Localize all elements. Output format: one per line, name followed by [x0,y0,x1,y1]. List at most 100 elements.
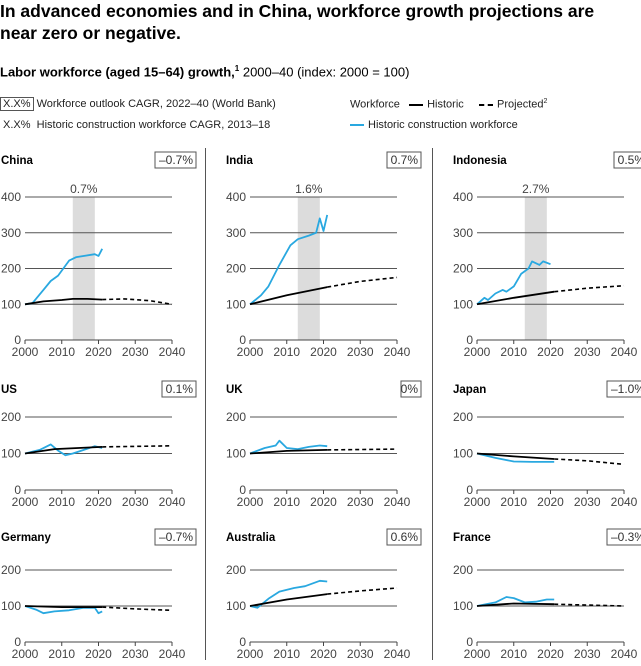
x-tick-label: 2030 [574,495,601,509]
y-tick-label: 100 [226,297,246,311]
y-tick-label: 100 [1,447,21,461]
construction-workforce-line [249,579,328,609]
outlook-badge-box [613,151,641,169]
projected-workforce-line [102,606,173,612]
chart-panel-us: US 0.1% 0 100 200 2000 2010 2020 2030 2040 [1,380,197,509]
x-tick-label: 2030 [574,647,601,661]
chart-panel-australia: Australia 0.6% 0 100 200 2000 2010 2020 2030 2040 [226,528,422,661]
x-tick-label: 2030 [122,647,149,661]
outlook-badge-box [154,528,197,546]
legend-historic: Historic [427,98,464,111]
x-tick-label: 2030 [574,345,601,359]
x-tick-label: 2030 [122,345,149,359]
historic-workforce-line [24,297,103,306]
x-tick-label: 2010 [48,345,75,359]
x-tick-label: 2040 [159,495,186,509]
x-tick-label: 2000 [464,647,491,661]
chart-panel-indonesia: Indonesia 0.5% 2.7% 0 100 200 300 400 2000 2010 20… [453,151,641,359]
x-tick-label: 2000 [12,647,39,661]
historic-workforce-line [476,452,555,460]
chart-panel-france: France –0.3% 0 100 200 2000 2010 2020 2030 2040 [453,528,641,661]
legend-box-sample: X.X% [0,97,34,111]
projected-workforce-line [327,587,398,595]
outlook-badge-box [606,380,641,398]
x-tick-label: 2000 [237,345,264,359]
projected-workforce-line [102,298,173,306]
y-tick-label: 0 [466,483,473,497]
outlook-badge: –0.7% [159,153,193,167]
chart-panel-uk: UK 0% 0 100 200 2000 2010 2020 2030 2040 [226,380,422,509]
column-divider [205,148,206,660]
y-tick-label: 100 [1,599,21,613]
y-tick-label: 0 [466,333,473,347]
projected-workforce-line [327,448,398,451]
y-tick-label: 400 [453,190,473,204]
x-tick-label: 2020 [310,495,337,509]
x-tick-label: 2040 [384,345,411,359]
panel-title: Germany [1,532,51,544]
legend-workforce: Workforce Historic Projected2 [350,98,547,111]
x-tick-label: 2010 [273,345,300,359]
panel-title: India [226,155,253,167]
construction-workforce-line [249,214,329,305]
legend-box-label: Workforce outlook CAGR, 2022–40 (World B… [36,98,276,110]
x-tick-label: 2000 [237,647,264,661]
x-tick-label: 2030 [347,345,374,359]
historic-workforce-line [249,449,328,455]
x-tick-label: 2020 [85,647,112,661]
outlook-badge: 0.7% [391,153,419,167]
historic-workforce-line [476,602,555,607]
x-tick-label: 2040 [611,647,638,661]
y-tick-label: 100 [453,599,473,613]
legend-workforce-label: Workforce [350,98,400,111]
y-tick-label: 0 [239,635,246,649]
x-tick-label: 2040 [159,345,186,359]
y-tick-label: 0 [14,483,21,497]
legend-plain-label: Historic construction workforce CAGR, 20… [36,119,271,131]
outlook-badge: 0.1% [166,382,194,396]
y-tick-label: 300 [1,226,21,240]
outlook-badge: 0% [401,382,419,396]
outlook-badge-box [154,151,197,169]
y-tick-label: 100 [226,447,246,461]
projected-workforce-line [554,284,625,293]
y-tick-label: 100 [453,297,473,311]
x-tick-label: 2010 [273,495,300,509]
y-tick-label: 0 [466,635,473,649]
x-tick-label: 2010 [48,495,75,509]
legend-construction-label: Historic construction workforce [368,119,518,131]
historic-workforce-line [24,446,103,455]
historic-workforce-line [249,286,328,306]
column-divider [432,148,433,660]
x-tick-label: 2000 [464,495,491,509]
construction-line-swatch [350,124,364,127]
y-tick-label: 200 [1,563,21,577]
projected-workforce-line [554,603,625,607]
panel-title: US [1,384,17,396]
historic-workforce-line [476,290,555,306]
x-tick-label: 2010 [48,647,75,661]
x-tick-label: 2000 [12,345,39,359]
y-tick-label: 200 [1,410,21,424]
figure-title: In advanced economies and in China, work… [0,1,595,43]
y-tick-label: 300 [453,226,473,240]
outlook-badge: 0.5% [618,153,641,167]
legend-construction: Historic construction workforce [350,119,518,131]
x-tick-label: 2000 [464,345,491,359]
legend-projected: Projected [497,98,544,111]
x-tick-label: 2030 [347,647,374,661]
outlook-badge-box [161,380,197,398]
x-tick-label: 2010 [500,345,527,359]
x-tick-label: 2020 [537,345,564,359]
x-tick-label: 2020 [537,647,564,661]
x-tick-label: 2030 [122,495,149,509]
outlook-badge: –0.3% [611,530,641,544]
x-tick-label: 2040 [384,495,411,509]
x-tick-label: 2010 [500,647,527,661]
y-tick-label: 200 [453,410,473,424]
y-tick-label: 200 [1,262,21,276]
y-tick-label: 300 [226,226,246,240]
subtitle-bold: Labor workforce (aged 15–64) growth, [0,64,235,80]
construction-workforce-line [476,596,555,607]
